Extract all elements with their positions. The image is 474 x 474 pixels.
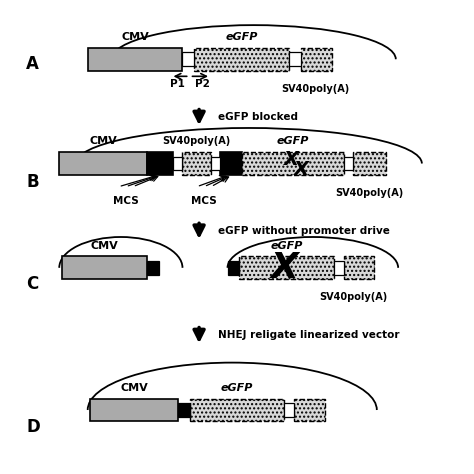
Text: C: C — [26, 275, 38, 293]
Text: P1: P1 — [170, 79, 185, 89]
Text: A: A — [26, 55, 39, 73]
Bar — [353, 152, 386, 175]
Bar — [147, 261, 159, 274]
Bar — [190, 399, 284, 421]
Text: X: X — [284, 150, 299, 169]
Text: eGFP: eGFP — [221, 383, 253, 393]
Bar — [294, 399, 325, 421]
Text: SV40poly(A): SV40poly(A) — [163, 137, 231, 146]
Text: eGFP blocked: eGFP blocked — [218, 112, 298, 122]
Bar — [182, 152, 211, 175]
Text: MCS: MCS — [113, 196, 138, 206]
Bar — [344, 256, 374, 279]
Bar — [90, 399, 178, 421]
Text: SV40poly(A): SV40poly(A) — [281, 84, 349, 94]
Bar — [239, 256, 334, 279]
Text: D: D — [26, 418, 40, 436]
Text: CMV: CMV — [121, 32, 149, 42]
Text: NHEJ religate linearized vector: NHEJ religate linearized vector — [218, 330, 400, 340]
Bar — [301, 48, 332, 71]
Bar — [173, 157, 182, 170]
Bar — [178, 403, 190, 417]
Bar — [59, 152, 147, 175]
Text: B: B — [26, 173, 39, 191]
Bar — [220, 152, 242, 175]
Text: SV40poly(A): SV40poly(A) — [336, 188, 404, 198]
Bar — [194, 48, 289, 71]
Bar — [228, 261, 239, 274]
Bar — [147, 152, 173, 175]
Bar — [334, 261, 344, 274]
Text: X: X — [271, 251, 298, 285]
Bar — [242, 152, 344, 175]
Text: P2: P2 — [195, 79, 210, 89]
Bar — [62, 256, 147, 279]
Text: CMV: CMV — [91, 241, 118, 251]
Text: eGFP: eGFP — [226, 32, 258, 42]
Text: eGFP: eGFP — [271, 241, 303, 251]
Text: CMV: CMV — [120, 383, 148, 393]
Text: X: X — [293, 160, 309, 179]
Bar — [289, 53, 301, 66]
Text: MCS: MCS — [191, 196, 217, 206]
Bar — [88, 48, 182, 71]
Text: SV40poly(A): SV40poly(A) — [319, 292, 387, 302]
Text: CMV: CMV — [90, 137, 117, 146]
Bar — [182, 53, 194, 66]
Text: eGFP: eGFP — [276, 137, 309, 146]
Bar — [344, 157, 353, 170]
Bar — [284, 403, 294, 417]
Text: eGFP without promoter drive: eGFP without promoter drive — [218, 226, 390, 236]
Bar — [211, 157, 220, 170]
